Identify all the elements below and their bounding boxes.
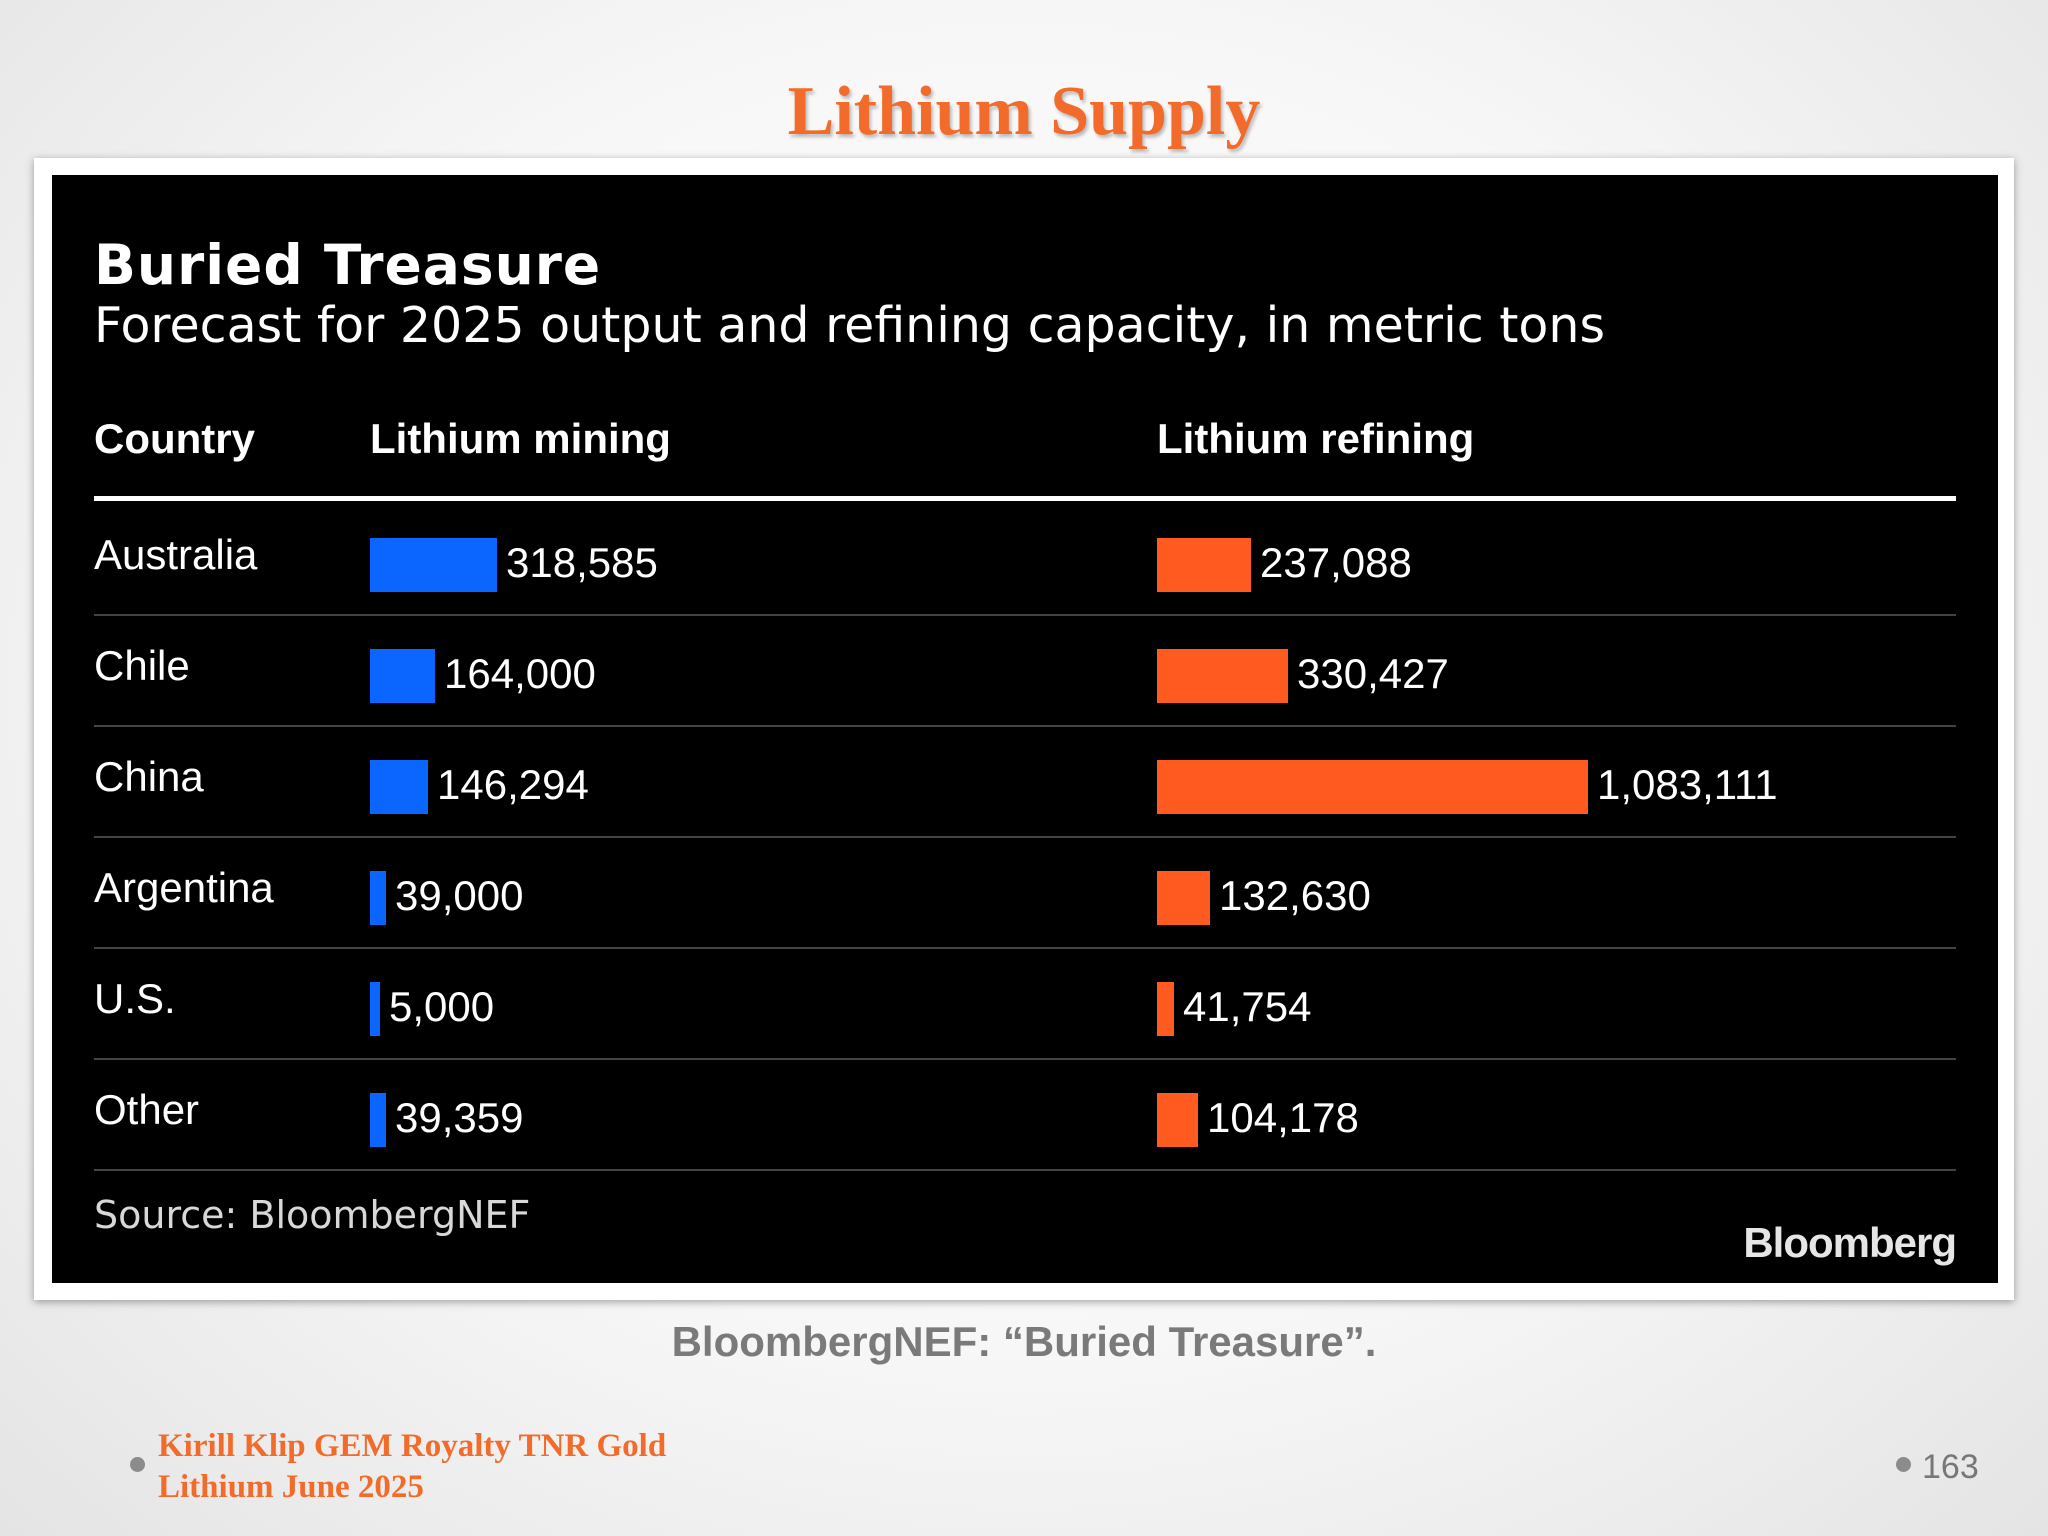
table-row: China 146,294 1,083,111 [94,727,1956,838]
country-label: China [94,753,204,800]
table-row: Other 39,359 104,178 [94,1060,1956,1171]
mining-value-label: 164,000 [444,650,596,697]
country-label: Argentina [94,864,274,911]
refining-value-label: 330,427 [1297,650,1449,697]
chart-title: Buried Treasure [94,233,602,297]
mining-value-label: 39,359 [395,1094,524,1141]
refining-bar [1157,760,1588,814]
mining-bar [370,538,497,592]
country-label: U.S. [94,975,176,1022]
row-divider [94,725,1956,727]
refining-value-label: 237,088 [1260,539,1412,586]
refining-value-label: 132,630 [1219,872,1371,919]
mining-value-label: 318,585 [506,539,658,586]
mining-value-label: 39,000 [395,872,524,919]
mining-bar [370,1093,386,1147]
chart-frame: Buried Treasure Forecast for 2025 output… [34,158,2014,1300]
refining-value-label: 1,083,111 [1597,761,1778,808]
refining-bar [1157,871,1210,925]
footer-bullet-icon [130,1457,145,1472]
row-divider [94,1169,1956,1171]
table-row: Australia 318,585 237,088 [94,505,1956,616]
row-divider [94,947,1956,949]
page-bullet-icon [1896,1457,1911,1472]
table-row: Chile 164,000 330,427 [94,616,1956,727]
mining-bar [370,982,380,1036]
footer-line-1: Kirill Klip GEM Royalty TNR Gold [158,1428,667,1464]
refining-column-header: Lithium refining [1157,415,1475,462]
mining-bar [370,760,428,814]
row-divider [94,614,1956,616]
chart-panel: Buried Treasure Forecast for 2025 output… [52,175,1998,1283]
footer-line-2: Lithium June 2025 [158,1469,424,1505]
mining-column-header: Lithium mining [370,415,671,462]
country-label: Australia [94,531,258,578]
page-number: 163 [1922,1448,1979,1486]
country-label: Chile [94,642,190,689]
footer-text: Kirill Klip GEM Royalty TNR Gold Lithium… [158,1426,666,1508]
refining-bar [1157,649,1288,703]
refining-bar [1157,538,1251,592]
row-divider [94,836,1956,838]
mining-value-label: 5,000 [389,983,495,1030]
row-divider [94,1058,1956,1060]
refining-value-label: 104,178 [1207,1094,1359,1141]
table-row: Argentina 39,000 132,630 [94,838,1956,949]
bloomberg-logo: Bloomberg [1743,1219,1957,1266]
slide-title: Lithium Supply [787,73,1261,150]
chart-subtitle: Forecast for 2025 output and refining ca… [94,297,1605,354]
refining-value-label: 41,754 [1183,983,1312,1030]
table-row: U.S. 5,000 41,754 [94,949,1956,1060]
chart-source: Source: BloombergNEF [94,1193,531,1237]
country-label: Other [94,1086,200,1133]
header-rule [94,496,1956,501]
refining-bar [1157,1093,1198,1147]
mining-bar [370,649,435,703]
mining-bar [370,871,386,925]
country-column-header: Country [94,415,255,462]
refining-bar [1157,982,1174,1036]
mining-value-label: 146,294 [437,761,589,808]
slide-caption: BloombergNEF: “Buried Treasure”. [671,1318,1377,1365]
